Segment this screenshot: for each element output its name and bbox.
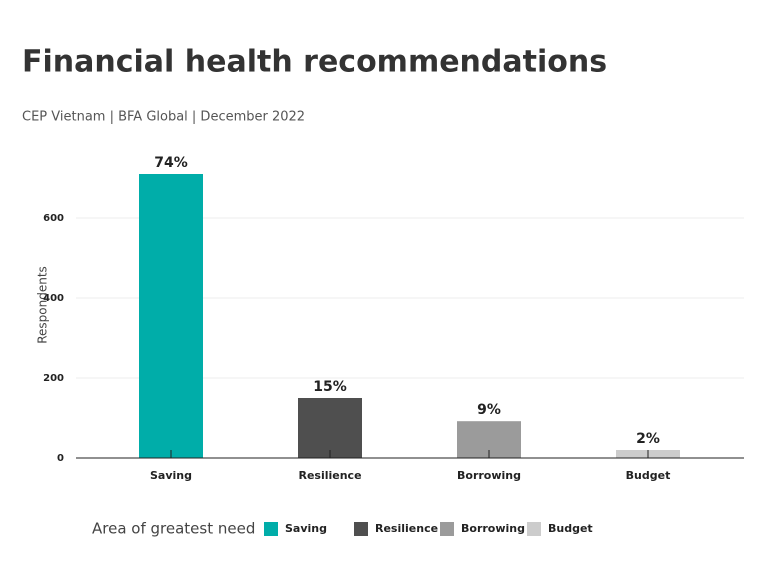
legend-swatch	[354, 522, 368, 536]
bar	[139, 174, 203, 458]
chart-subtitle: CEP Vietnam | BFA Global | December 2022	[22, 110, 305, 125]
chart-title: Financial health recommendations	[22, 45, 607, 80]
legend-label: Budget	[548, 522, 593, 535]
legend-label: Resilience	[375, 522, 438, 535]
legend-title: Area of greatest need	[92, 520, 255, 538]
data-label: 9%	[477, 402, 501, 418]
y-tick-label: 0	[57, 453, 64, 464]
x-tick-label: Saving	[150, 469, 192, 482]
legend-swatch	[264, 522, 278, 536]
x-tick-label: Borrowing	[457, 469, 521, 482]
legend-swatch	[440, 522, 454, 536]
y-tick-label: 400	[43, 293, 64, 304]
data-label: 2%	[636, 431, 660, 447]
x-tick-label: Budget	[626, 469, 671, 482]
y-tick-label: 200	[43, 373, 64, 384]
legend-label: Borrowing	[461, 522, 525, 535]
x-tick-label: Resilience	[298, 469, 361, 482]
legend-swatch	[527, 522, 541, 536]
y-tick-label: 600	[43, 213, 64, 224]
data-label: 15%	[313, 379, 347, 395]
legend-label: Saving	[285, 522, 327, 535]
y-axis-label: Respondents	[36, 266, 50, 344]
bar	[298, 398, 362, 458]
data-label: 74%	[154, 155, 188, 171]
